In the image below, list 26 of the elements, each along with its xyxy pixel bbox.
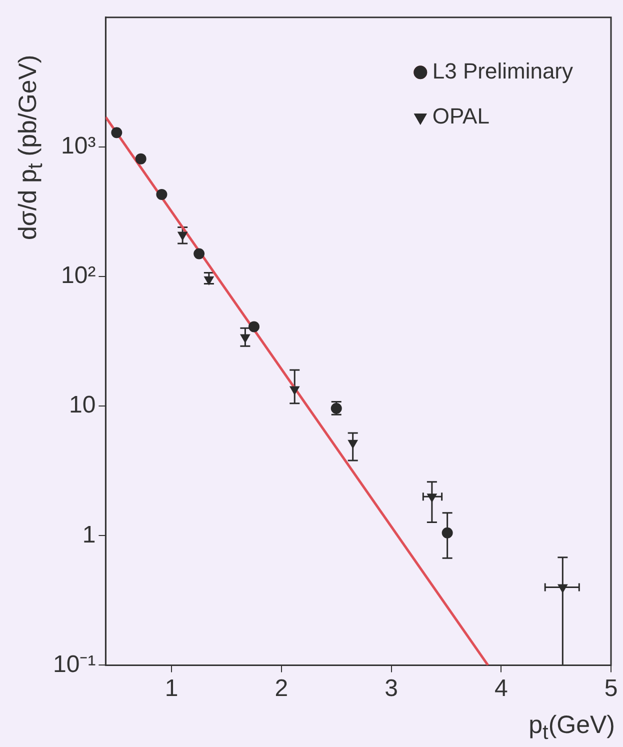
point — [290, 386, 300, 395]
x-tick-label: 2 — [274, 675, 288, 702]
point — [111, 127, 122, 138]
point — [427, 494, 437, 502]
point — [156, 188, 168, 200]
x-tick-label: 1 — [164, 675, 178, 702]
y-tick-label: 10³ — [61, 132, 96, 160]
point — [348, 440, 358, 448]
y-tick-label: 1 — [82, 521, 96, 548]
point — [240, 334, 250, 343]
point — [248, 321, 260, 332]
x-tick-label: 3 — [384, 675, 398, 702]
y-tick-label: 10 — [68, 392, 96, 419]
point — [178, 232, 188, 240]
point — [194, 248, 205, 260]
legend-label: L3 Preliminary — [432, 58, 574, 84]
point — [204, 276, 214, 285]
legend-label: OPAL — [432, 103, 490, 128]
point — [135, 153, 146, 164]
y-tick-label: 10² — [61, 262, 96, 290]
x-tick-label: 5 — [604, 675, 618, 702]
y-tick-label: 10⁻¹ — [53, 650, 96, 678]
x-axis-title: p$_{t}$(GeV) — [528, 711, 615, 745]
point — [442, 527, 453, 538]
point — [558, 584, 568, 593]
x-tick-label: 4 — [494, 675, 508, 702]
